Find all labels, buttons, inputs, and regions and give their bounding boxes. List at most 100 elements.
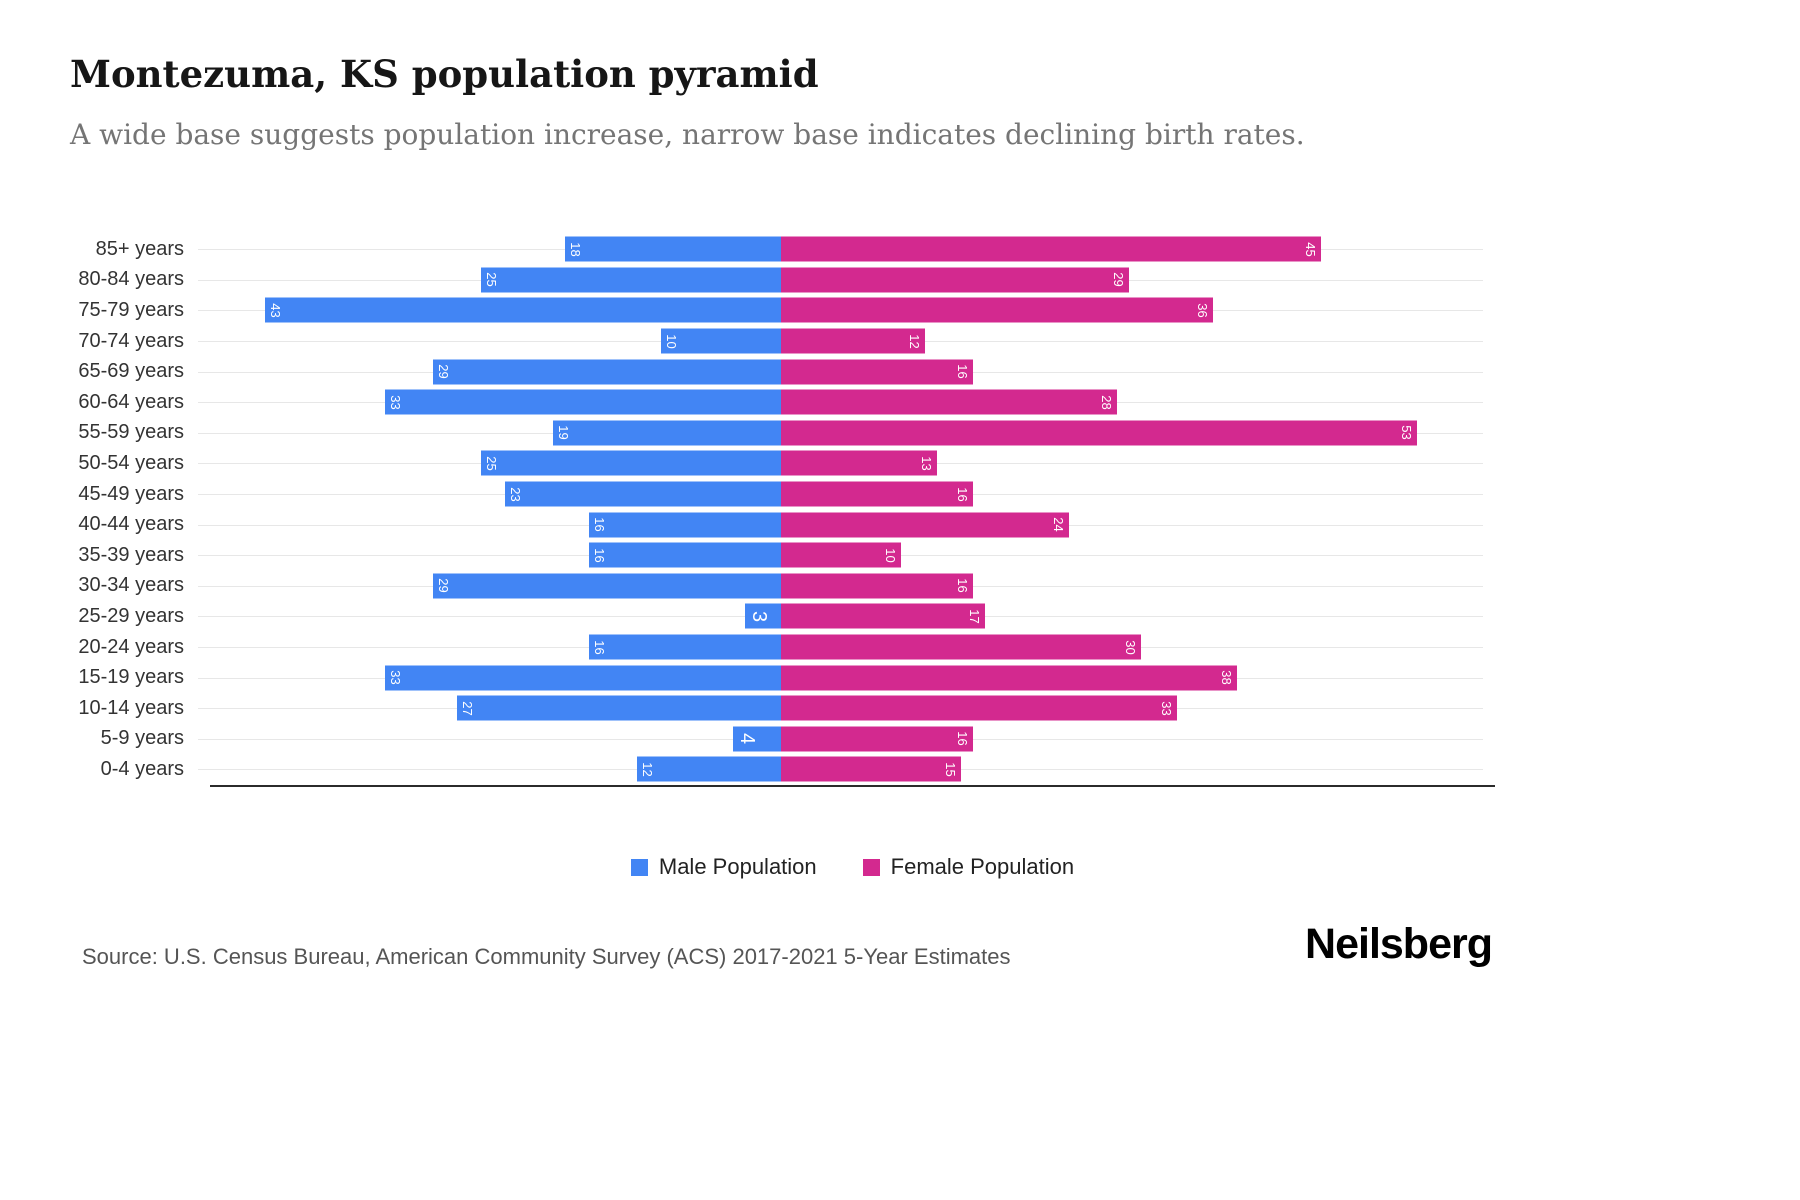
female-bar-value: 16 (955, 578, 970, 594)
chart-row-zone: 4 16 (198, 724, 1483, 755)
female-bar-value: 16 (955, 731, 970, 747)
female-bar-value: 15 (943, 762, 958, 777)
legend-item-male: Male Population (630, 854, 817, 880)
female-bar: 24 (781, 512, 1069, 538)
female-bar-value: 30 (1123, 639, 1138, 655)
chart-row-zone: 43 36 (198, 295, 1483, 326)
age-group-row: 75-79 years 43 36 (0, 295, 1495, 326)
male-bar-value: 33 (388, 670, 403, 685)
chart-row-zone: 33 38 (198, 662, 1483, 693)
female-bar-value: 36 (1195, 303, 1210, 318)
chart-row-zone: 25 13 (198, 448, 1483, 479)
age-group-label: 10-14 years (78, 696, 184, 719)
female-bar-value: 10 (883, 548, 898, 563)
age-group-label: 30-34 years (78, 574, 184, 597)
male-bar-value: 16 (592, 548, 607, 563)
male-bar: 19 (553, 420, 781, 446)
male-bar-value: 25 (484, 456, 499, 471)
male-bar: 33 (385, 389, 781, 415)
male-bar-value: 33 (388, 395, 403, 410)
female-bar: 10 (781, 542, 901, 568)
chart-row-zone: 23 16 (198, 479, 1483, 510)
female-bar: 16 (781, 359, 973, 385)
age-group-row: 85+ years 18 45 (0, 234, 1495, 265)
x-axis-line (210, 785, 1495, 787)
female-bar-value: 16 (955, 364, 970, 379)
male-bar-value: 19 (556, 425, 571, 441)
male-bar: 25 (481, 267, 781, 293)
male-bar: 16 (589, 634, 781, 660)
chart-legend: Male Population Female Population (210, 854, 1495, 880)
age-group-row: 10-14 years 27 33 (0, 693, 1495, 724)
chart-row-zone: 29 16 (198, 356, 1483, 387)
age-group-label: 70-74 years (78, 329, 184, 352)
age-group-label: 45-49 years (78, 482, 184, 505)
chart-row-zone: 29 16 (198, 571, 1483, 602)
chart-row-zone: 16 30 (198, 632, 1483, 663)
female-bar-value: 13 (919, 456, 934, 471)
female-legend-label: Female Population (890, 854, 1075, 879)
age-group-label: 15-19 years (78, 666, 184, 689)
chart-row-zone: 19 53 (198, 418, 1483, 449)
age-group-label: 25-29 years (78, 604, 184, 627)
age-group-label: 75-79 years (78, 298, 184, 321)
age-group-label: 50-54 years (78, 451, 184, 474)
page-title: Montezuma, KS population pyramid (70, 52, 819, 96)
male-bar-value: 29 (436, 364, 451, 379)
male-bar-value: 3 (748, 610, 770, 622)
legend-item-female: Female Population (862, 854, 1075, 880)
male-bar-value: 4 (736, 733, 758, 745)
female-bar: 13 (781, 450, 937, 476)
male-bar-value: 43 (268, 303, 283, 318)
age-group-label: 5-9 years (100, 727, 184, 750)
chart-row-zone: 33 28 (198, 387, 1483, 418)
male-bar: 29 (433, 573, 781, 599)
male-bar-value: 16 (592, 639, 607, 655)
female-bar-value: 29 (1111, 272, 1126, 288)
age-group-row: 65-69 years 29 16 (0, 356, 1495, 387)
female-bar-value: 33 (1159, 700, 1174, 716)
age-group-row: 50-54 years 25 13 (0, 448, 1495, 479)
chart-row-zone: 25 29 (198, 265, 1483, 296)
age-group-label: 20-24 years (78, 635, 184, 658)
female-bar: 15 (781, 756, 961, 782)
female-bar-value: 53 (1399, 425, 1414, 441)
age-group-label: 40-44 years (78, 513, 184, 536)
male-legend-label: Male Population (658, 854, 817, 879)
age-group-label: 65-69 years (78, 360, 184, 383)
source-attribution: Source: U.S. Census Bureau, American Com… (82, 944, 1011, 969)
age-group-row: 45-49 years 23 16 (0, 479, 1495, 510)
female-bar-value: 24 (1051, 517, 1066, 532)
pyramid-chart: 85+ years 18 45 80-84 years 25 29 75-79 years 4… (0, 234, 1495, 785)
male-bar: 10 (661, 328, 781, 354)
male-bar: 29 (433, 359, 781, 385)
female-bar: 45 (781, 236, 1321, 262)
male-bar: 43 (265, 297, 781, 323)
female-bar-value: 38 (1219, 670, 1234, 685)
chart-row-zone: 3 17 (198, 601, 1483, 632)
age-group-row: 0-4 years 12 15 (0, 754, 1495, 785)
male-bar: 33 (385, 665, 781, 691)
male-bar-value: 29 (436, 578, 451, 594)
female-bar: 16 (781, 481, 973, 507)
male-bar-value: 12 (640, 762, 655, 777)
age-group-label: 85+ years (95, 237, 184, 260)
age-group-label: 60-64 years (78, 390, 184, 413)
age-group-row: 25-29 years 3 17 (0, 601, 1495, 632)
male-bar-value: 25 (484, 272, 499, 288)
female-bar: 33 (781, 695, 1177, 721)
female-legend-swatch (862, 858, 880, 876)
age-group-label: 55-59 years (78, 421, 184, 444)
female-bar-value: 28 (1099, 395, 1114, 410)
male-bar: 27 (457, 695, 781, 721)
male-bar-value: 18 (568, 242, 583, 257)
male-bar: 18 (565, 236, 781, 262)
male-bar: 16 (589, 542, 781, 568)
chart-row-zone: 27 33 (198, 693, 1483, 724)
age-group-row: 70-74 years 10 12 (0, 326, 1495, 357)
chart-row-zone: 16 24 (198, 509, 1483, 540)
age-group-row: 20-24 years 16 30 (0, 632, 1495, 663)
male-bar-value: 23 (508, 486, 523, 502)
age-group-label: 0-4 years (100, 757, 184, 780)
female-bar: 38 (781, 665, 1237, 691)
